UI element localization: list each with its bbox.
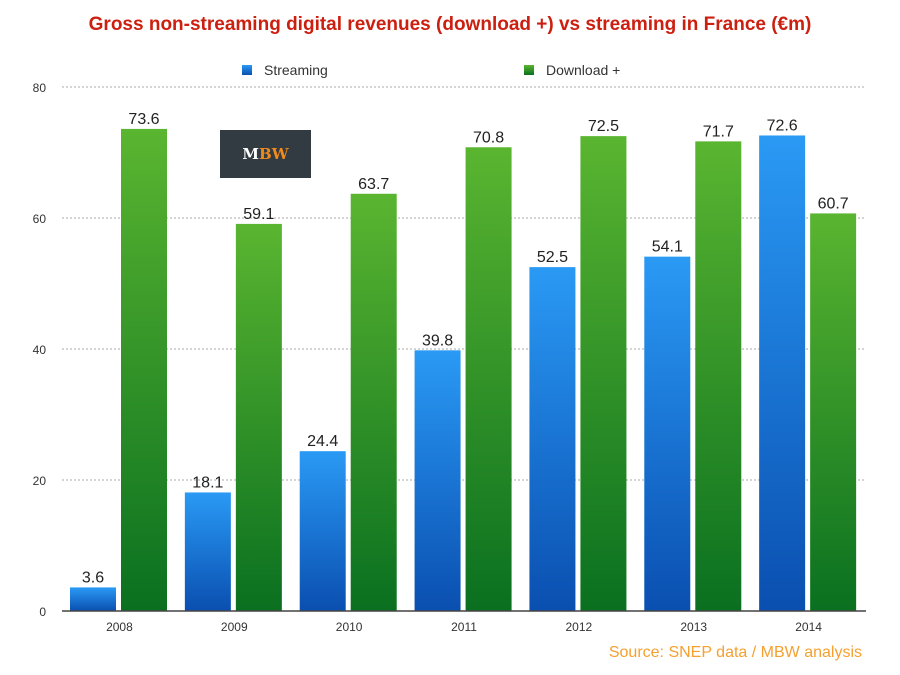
bar-download-2012 xyxy=(580,136,627,611)
bar-download-2010 xyxy=(350,193,397,611)
data-label: 3.6 xyxy=(82,569,104,586)
bar-streaming-2014 xyxy=(759,135,806,611)
x-tick-label: 2009 xyxy=(221,620,248,634)
data-label: 73.6 xyxy=(128,111,159,128)
bar-streaming-2008 xyxy=(70,587,116,611)
data-label: 54.1 xyxy=(652,239,683,256)
legend-download: Download + xyxy=(524,62,620,78)
bar-streaming-2009 xyxy=(184,492,231,611)
legend-swatch-download xyxy=(524,65,534,75)
x-tick-label: 2010 xyxy=(336,620,363,634)
bar-streaming-2012 xyxy=(529,267,576,611)
data-label: 71.7 xyxy=(703,123,734,140)
data-label: 18.1 xyxy=(192,474,223,491)
y-tick-label: 40 xyxy=(33,343,47,357)
legend-streaming: Streaming xyxy=(242,62,328,78)
bar-download-2014 xyxy=(810,213,857,612)
bar-download-2011 xyxy=(465,147,512,611)
bar-download-2008 xyxy=(121,128,167,612)
data-label: 59.1 xyxy=(243,206,274,223)
data-label: 63.7 xyxy=(358,176,389,193)
y-tick-label: 0 xyxy=(39,605,46,619)
logo-bw: BW xyxy=(259,145,289,163)
data-label: 60.7 xyxy=(818,195,849,212)
bar-streaming-2011 xyxy=(414,350,461,611)
bar-streaming-2010 xyxy=(299,451,346,611)
bar-download-2013 xyxy=(695,141,742,612)
data-label: 70.8 xyxy=(473,129,504,146)
bar-download-2009 xyxy=(235,223,282,611)
data-label: 39.8 xyxy=(422,332,453,349)
legend-swatch-streaming xyxy=(242,65,252,75)
data-label: 24.4 xyxy=(307,433,338,450)
chart-title: Gross non-streaming digital revenues (do… xyxy=(88,14,812,35)
data-label: 72.6 xyxy=(767,117,798,134)
bar-streaming-2013 xyxy=(644,256,691,611)
y-tick-label: 80 xyxy=(33,81,47,95)
x-tick-label: 2013 xyxy=(680,620,707,634)
x-tick-label: 2008 xyxy=(106,620,133,634)
logo-m: M xyxy=(242,145,260,163)
x-tick-label: 2011 xyxy=(451,620,477,634)
legend-label: Download + xyxy=(546,62,621,78)
legend-label: Streaming xyxy=(264,62,328,78)
x-tick-label: 2014 xyxy=(795,620,822,634)
source-note: Source: SNEP data / MBW analysis xyxy=(608,644,862,661)
data-label: 72.5 xyxy=(588,118,619,135)
x-tick-label: 2012 xyxy=(566,620,593,634)
y-tick-label: 20 xyxy=(33,474,47,488)
y-tick-label: 60 xyxy=(33,212,47,226)
mbw-logo: M BW xyxy=(220,130,311,178)
data-label: 52.5 xyxy=(537,249,568,266)
